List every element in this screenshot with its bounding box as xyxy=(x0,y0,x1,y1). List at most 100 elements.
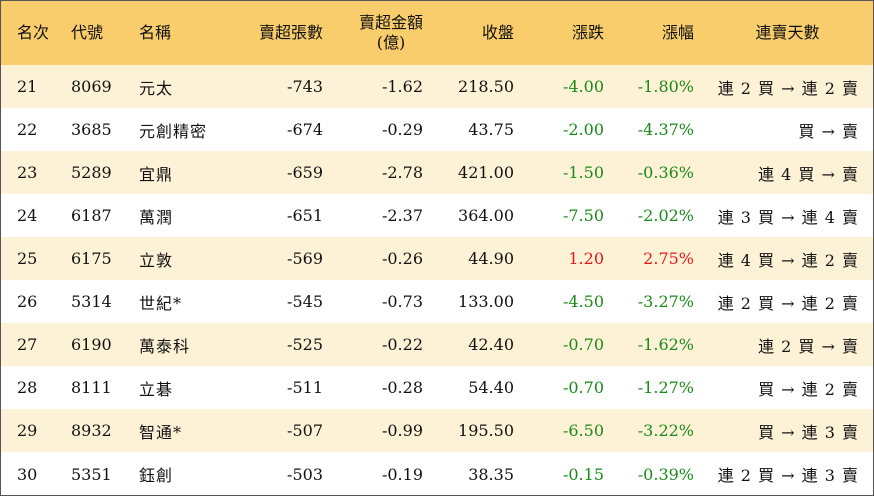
table-body: 21 8069 元太 -743 -1.62 218.50 -4.00 -1.80% 連 2 買 … xyxy=(1,65,873,495)
table-header-row: 名次 代號 名稱 賣超張數 賣超金額 (億) 收盤 漲跌 漲幅 連賣天數 xyxy=(1,1,873,65)
cell-streak: 買 → 連 2 賣 xyxy=(758,379,859,399)
cell-net-sell-lots: -503 xyxy=(287,464,323,484)
cell-change-pct: 2.75% xyxy=(643,249,694,268)
cell-name: 智通* xyxy=(139,422,183,442)
cell-close: 133.00 xyxy=(458,292,514,311)
header-name: 名稱 xyxy=(139,23,172,42)
cell-close: 218.50 xyxy=(458,77,514,96)
cell-rank: 22 xyxy=(17,120,38,139)
cell-streak: 連 2 買 → 連 2 賣 xyxy=(717,78,859,98)
cell-streak: 買 → 連 3 賣 xyxy=(758,422,859,442)
table-row: 26 5314 世紀* -545 -0.73 133.00 -4.50 -3.27% 連 2 買… xyxy=(1,280,873,323)
cell-rank: 30 xyxy=(17,464,38,484)
cell-net-sell-amount: -1.62 xyxy=(381,77,423,96)
cell-change-pct: -3.22% xyxy=(637,421,694,440)
cell-change: -0.15 xyxy=(562,464,604,484)
cell-change: -4.50 xyxy=(562,292,604,311)
cell-close: 38.35 xyxy=(468,464,514,484)
header-code: 代號 xyxy=(71,23,104,42)
table-row: 28 8111 立碁 -511 -0.28 54.40 -0.70 -1.27% 買 → 連 2… xyxy=(1,366,873,409)
cell-name: 宜鼎 xyxy=(139,164,174,184)
table-row: 27 6190 萬泰科 -525 -0.22 42.40 -0.70 -1.62% 連 2 買 … xyxy=(1,323,873,366)
cell-change-pct: -0.39% xyxy=(637,464,694,484)
cell-net-sell-lots: -743 xyxy=(287,77,323,96)
cell-close: 44.90 xyxy=(468,249,514,268)
cell-change-pct: -2.02% xyxy=(637,206,694,225)
cell-streak: 連 4 買 → 連 2 賣 xyxy=(717,250,859,270)
cell-rank: 27 xyxy=(17,335,38,354)
cell-net-sell-amount: -0.99 xyxy=(381,421,423,440)
table-row: 25 6175 立敦 -569 -0.26 44.90 1.20 2.75% 連 4 買 → 連… xyxy=(1,237,873,280)
cell-name: 世紀* xyxy=(139,293,183,313)
cell-rank: 24 xyxy=(17,206,38,225)
cell-net-sell-lots: -674 xyxy=(287,120,323,139)
cell-change: -4.00 xyxy=(562,77,604,96)
cell-change: -6.50 xyxy=(562,421,604,440)
cell-streak: 連 2 買 → 連 2 賣 xyxy=(717,293,859,313)
cell-close: 195.50 xyxy=(458,421,514,440)
cell-change: -1.50 xyxy=(562,163,604,182)
header-net-sell-amount-line2: (億) xyxy=(376,33,406,52)
cell-net-sell-lots: -525 xyxy=(287,335,323,354)
table-row: 23 5289 宜鼎 -659 -2.78 421.00 -1.50 -0.36% 連 4 買 … xyxy=(1,151,873,194)
cell-change: -0.70 xyxy=(562,335,604,354)
cell-code: 8932 xyxy=(71,421,112,440)
cell-change: -0.70 xyxy=(562,378,604,397)
header-net-sell-amount: 賣超金額 (億) xyxy=(331,1,431,65)
cell-change-pct: -1.62% xyxy=(637,335,694,354)
cell-streak: 連 2 買 → 賣 xyxy=(758,336,859,356)
header-change-pct: 漲幅 xyxy=(661,23,694,42)
cell-close: 54.40 xyxy=(468,378,514,397)
cell-change-pct: -1.80% xyxy=(637,77,694,96)
cell-net-sell-amount: -2.78 xyxy=(381,163,423,182)
cell-rank: 29 xyxy=(17,421,38,440)
cell-name: 立碁 xyxy=(139,379,174,399)
cell-net-sell-lots: -507 xyxy=(287,421,323,440)
cell-code: 5351 xyxy=(71,464,112,484)
header-close: 收盤 xyxy=(481,23,514,42)
cell-code: 3685 xyxy=(71,120,112,139)
header-change: 漲跌 xyxy=(571,23,604,42)
cell-net-sell-lots: -651 xyxy=(287,206,323,225)
header-streak: 連賣天數 xyxy=(755,23,820,42)
cell-net-sell-lots: -659 xyxy=(287,163,323,182)
cell-code: 6187 xyxy=(71,206,112,225)
table-row: 24 6187 萬潤 -651 -2.37 364.00 -7.50 -2.02% 連 3 買 … xyxy=(1,194,873,237)
cell-change: -7.50 xyxy=(562,206,604,225)
cell-name: 萬泰科 xyxy=(139,336,191,356)
cell-net-sell-amount: -0.26 xyxy=(381,249,423,268)
cell-name: 立敦 xyxy=(139,250,174,270)
cell-net-sell-amount: -0.28 xyxy=(381,378,423,397)
cell-code: 8111 xyxy=(71,378,112,397)
cell-change-pct: -1.27% xyxy=(637,378,694,397)
cell-rank: 28 xyxy=(17,378,38,397)
cell-code: 6190 xyxy=(71,335,112,354)
cell-code: 5289 xyxy=(71,163,112,182)
cell-streak: 連 4 買 → 賣 xyxy=(758,164,859,184)
cell-name: 萬潤 xyxy=(139,207,174,227)
cell-close: 43.75 xyxy=(468,120,514,139)
header-rank: 名次 xyxy=(17,23,50,42)
header-net-sell-amount-line1: 賣超金額 xyxy=(358,13,423,32)
cell-name: 鈺創 xyxy=(139,466,174,485)
cell-streak: 買 → 賣 xyxy=(798,121,859,141)
cell-net-sell-amount: -0.73 xyxy=(381,292,423,311)
cell-net-sell-amount: -0.22 xyxy=(381,335,423,354)
cell-change: -2.00 xyxy=(562,120,604,139)
table-row: 21 8069 元太 -743 -1.62 218.50 -4.00 -1.80% 連 2 買 … xyxy=(1,65,873,108)
cell-net-sell-amount: -0.19 xyxy=(381,464,423,484)
cell-close: 421.00 xyxy=(458,163,514,182)
table-row: 30 5351 鈺創 -503 -0.19 38.35 -0.15 -0.39% 連 2 買 →… xyxy=(1,452,873,495)
cell-rank: 25 xyxy=(17,249,38,268)
cell-change: 1.20 xyxy=(568,249,604,268)
cell-name: 元創精密 xyxy=(139,121,208,141)
table-row: 22 3685 元創精密 -674 -0.29 43.75 -2.00 -4.37% 買 → 賣 xyxy=(1,108,873,151)
cell-streak: 連 2 買 → 連 3 賣 xyxy=(717,466,859,485)
cell-rank: 21 xyxy=(17,77,38,96)
cell-net-sell-lots: -511 xyxy=(287,378,323,397)
table-row: 29 8932 智通* -507 -0.99 195.50 -6.50 -3.22% 買 → 連… xyxy=(1,409,873,452)
cell-change-pct: -0.36% xyxy=(637,163,694,182)
cell-net-sell-lots: -569 xyxy=(287,249,323,268)
